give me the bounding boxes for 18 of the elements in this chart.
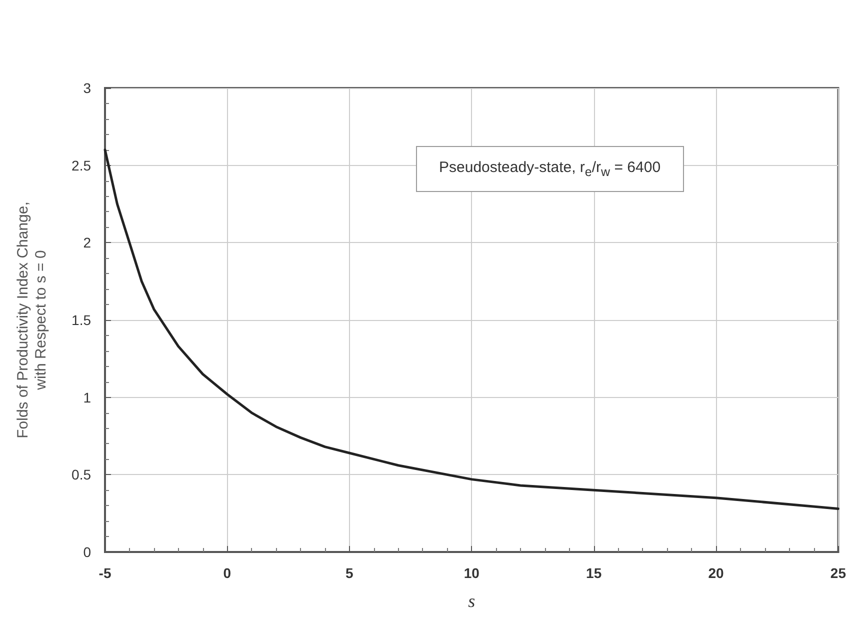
- x-tick-label: 25: [830, 565, 846, 581]
- y-tick-label: 0: [83, 544, 92, 560]
- y-tick-label: 2: [83, 234, 92, 251]
- y-tick-label: 1: [83, 389, 92, 406]
- x-tick-label: 0: [223, 565, 232, 581]
- x-tick-label: 20: [708, 565, 724, 581]
- line-series: [104, 148, 840, 510]
- annotation: Pseudosteady-state, r$_{e}$/r$_{w}$ = 6400: [416, 146, 684, 192]
- y-axis-title: Folds of Productivity Index Change, with Respect to s = 0: [14, 202, 50, 438]
- x-tick-label: -5: [98, 565, 112, 581]
- x-tick-label: 5: [346, 565, 354, 581]
- y-tick-label: 0.5: [72, 466, 92, 483]
- x-tick-label: 15: [586, 565, 602, 581]
- y-tick-label: 3: [83, 80, 92, 96]
- y-tick-label: 2.5: [72, 157, 92, 174]
- y-tick-label: 1.5: [72, 312, 92, 328]
- x-tick-label: 10: [464, 565, 480, 581]
- x-axis-title: s: [468, 591, 476, 611]
